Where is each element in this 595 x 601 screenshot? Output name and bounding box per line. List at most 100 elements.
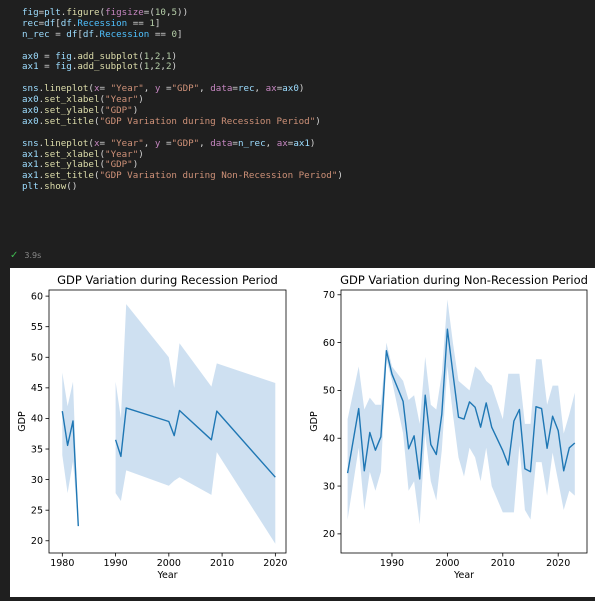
x-axis-label: Year	[453, 570, 474, 581]
code-cell[interactable]: fig=plt.figure(figsize=(10,5)) rec=df[df.…	[0, 0, 595, 248]
code-token: ]	[177, 28, 183, 40]
code-token: ,	[160, 50, 166, 62]
code-token: )	[171, 61, 178, 73]
code-token: x	[93, 83, 100, 95]
code-token: ax0	[22, 94, 39, 106]
code-token: y	[154, 137, 161, 149]
code-token: ax1	[22, 148, 39, 160]
code-token: ax1	[293, 137, 310, 149]
code-line: ax1 = fig.add_subplot(1,2,2)	[22, 62, 343, 73]
code-token: .	[38, 148, 45, 160]
y-tick-label: 55	[31, 322, 43, 333]
code-token: .	[71, 17, 78, 29]
code-token: ,	[149, 61, 155, 73]
code-token: plt	[44, 7, 61, 18]
code-token: =	[232, 83, 238, 95]
code-line: sns.lineplot(x= "Year", y ="GDP", data=r…	[22, 83, 343, 95]
code-token: =	[287, 137, 294, 149]
y-tick-label: 25	[31, 505, 43, 516]
code-token: ))	[177, 7, 189, 18]
code-token: ,	[265, 137, 277, 149]
code-token: ax	[265, 83, 277, 95]
code-token: 1	[165, 50, 172, 62]
code-token: (	[93, 170, 100, 182]
series-line	[61, 410, 79, 527]
code-token: lineplot	[44, 137, 89, 149]
confidence-band	[62, 372, 79, 527]
code-token: .	[71, 61, 78, 73]
y-tick-label: 35	[31, 444, 43, 455]
x-tick-label: 1990	[380, 558, 404, 569]
code-token: 2	[165, 61, 172, 73]
code-token: 1	[143, 61, 150, 73]
code-token: ==	[149, 28, 172, 40]
code-token: )	[298, 83, 305, 95]
code-token: ()	[66, 181, 78, 193]
code-token: plt	[22, 181, 39, 193]
code-token: set_title	[44, 115, 94, 127]
code-token: 2	[154, 61, 161, 73]
x-tick-label: 2010	[210, 558, 234, 569]
x-tick-label: 2020	[263, 558, 287, 569]
code-token: )	[171, 50, 178, 62]
code-editor[interactable]: fig=plt.figure(figsize=(10,5)) rec=df[df.…	[22, 7, 343, 193]
code-token: x	[93, 137, 100, 149]
code-line: ax1.set_xlabel("Year")	[22, 148, 343, 161]
code-token: (	[88, 83, 94, 95]
code-token: .	[38, 115, 45, 127]
code-token: (	[99, 148, 106, 160]
code-token: rec	[22, 17, 39, 29]
code-line: ax1.set_title("GDP Variation during Non-…	[22, 170, 343, 182]
y-tick-label: 60	[31, 291, 43, 302]
code-token: 1	[143, 50, 150, 62]
code-token: "Year"	[110, 137, 144, 149]
code-token: =(	[143, 7, 155, 18]
code-token: figsize	[105, 7, 144, 18]
code-token: .	[38, 83, 45, 95]
code-token: .	[38, 137, 45, 149]
code-token: y	[154, 83, 161, 95]
code-token: ax0	[22, 105, 39, 117]
code-line: rec=df[df.Recession == 1]	[22, 17, 343, 30]
x-tick-label: 1990	[103, 558, 127, 569]
code-token: fig	[55, 61, 72, 73]
code-token: 5	[171, 7, 178, 18]
code-line: plt.show()	[22, 181, 343, 193]
code-token: ,	[143, 83, 155, 95]
chart-title: GDP Variation during Non-Recession Perio…	[340, 273, 588, 287]
code-token: "GDP"	[171, 83, 200, 95]
code-token: fig	[22, 7, 39, 18]
code-line: sns.lineplot(x= "Year", y ="GDP", data=n…	[22, 137, 343, 150]
code-token: "GDP Variation during Non-Recession Peri…	[99, 170, 338, 182]
code-token: "Year"	[105, 148, 139, 160]
cell-status: ✓ 3.9s	[10, 250, 41, 261]
code-token: 1	[149, 17, 155, 29]
code-token: )	[315, 115, 321, 127]
code-token: "GDP Variation during Recession Period"	[99, 115, 316, 127]
code-token: .	[38, 170, 45, 182]
code-token: (	[99, 94, 106, 106]
code-token: .	[93, 28, 100, 40]
code-token: .	[38, 105, 45, 117]
axes-frame	[48, 289, 287, 554]
code-token: ,	[160, 61, 166, 73]
y-tick-label: 30	[323, 481, 335, 492]
code-token: 2	[154, 50, 161, 62]
chart-title: GDP Variation during Recession Period	[57, 273, 278, 287]
code-token: [	[55, 17, 61, 29]
code-token: )	[138, 94, 144, 106]
code-token: ax0	[22, 115, 39, 127]
code-token: )	[309, 137, 316, 149]
code-token: )	[132, 105, 139, 117]
code-token: n_rec	[237, 137, 266, 149]
code-token: ,	[254, 83, 266, 95]
y-tick-label: 45	[31, 383, 43, 394]
confidence-band	[115, 304, 276, 544]
code-token: sns	[22, 137, 39, 149]
code-token: ,	[199, 83, 211, 95]
code-line: ax0.set_ylabel("GDP")	[22, 105, 343, 117]
code-token: "Year"	[105, 94, 139, 106]
code-token: =	[99, 83, 111, 95]
y-axis-label: GDP	[309, 411, 320, 432]
y-tick-label: 40	[323, 434, 335, 445]
